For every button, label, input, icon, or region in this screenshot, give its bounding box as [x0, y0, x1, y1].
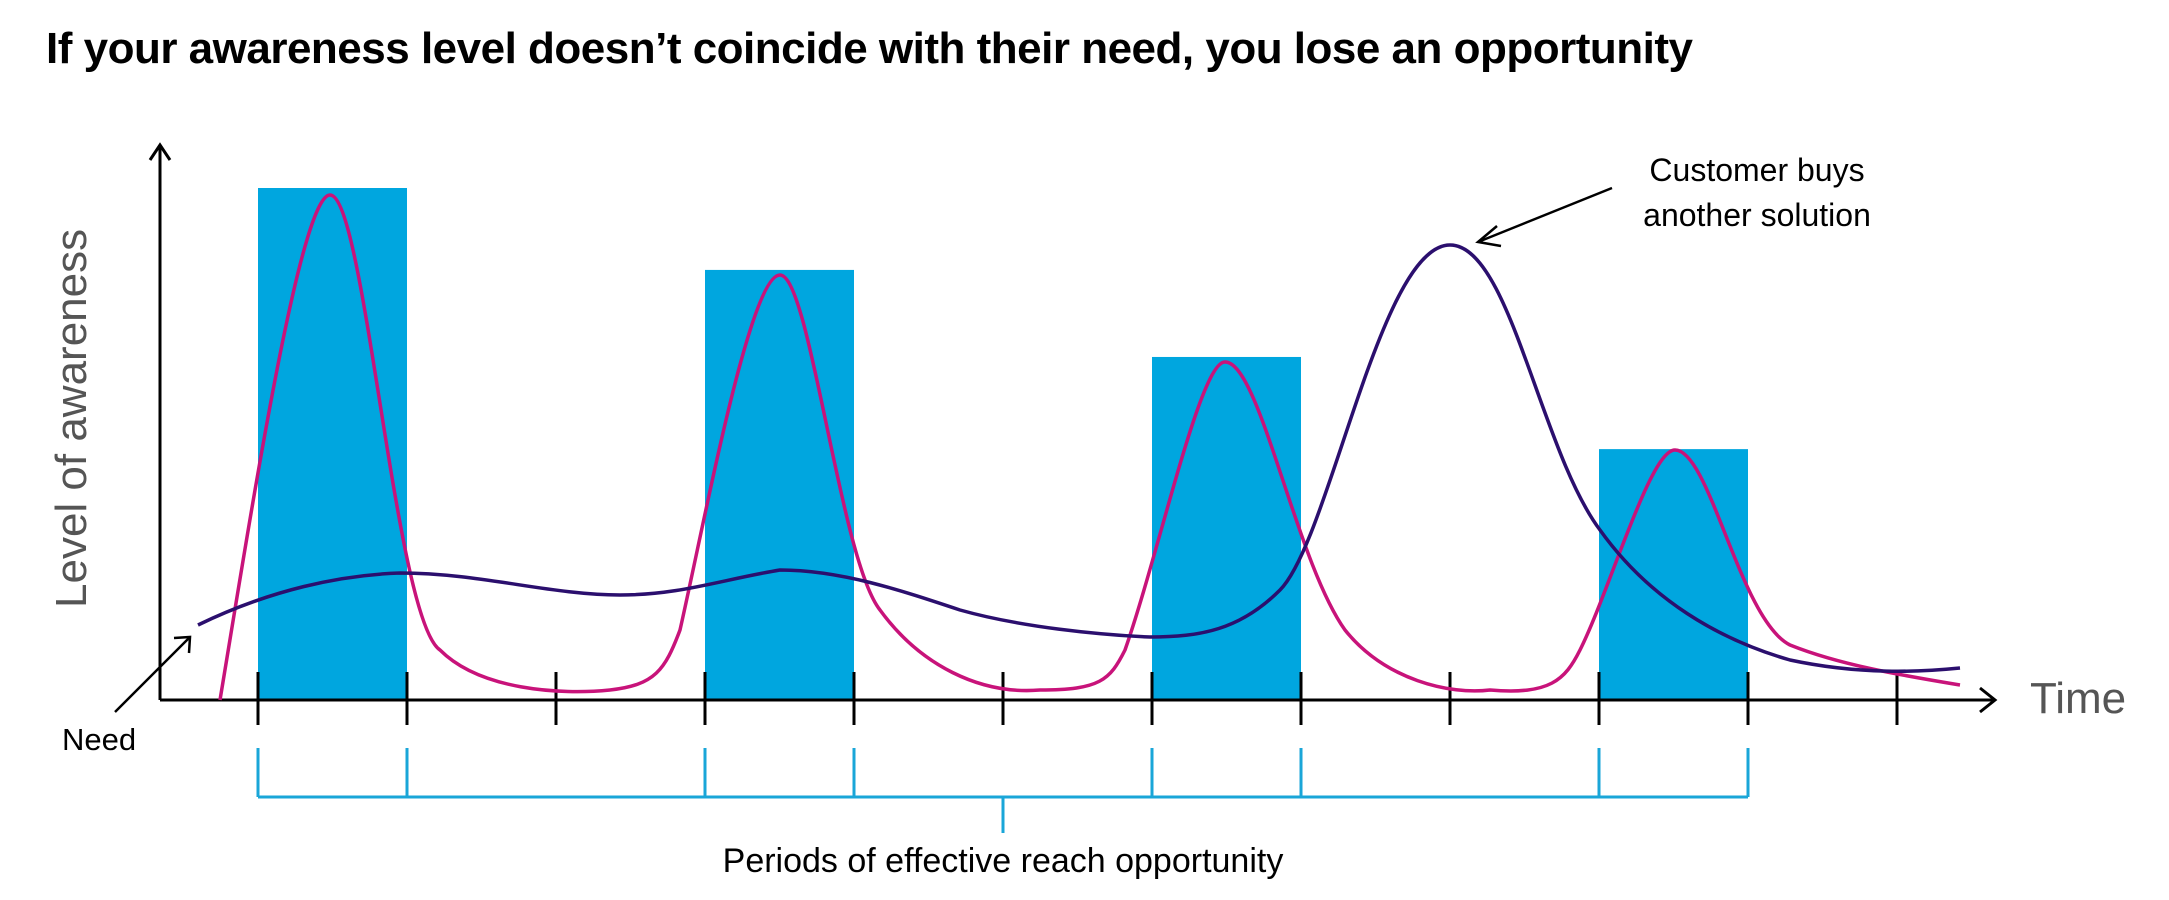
- customer-buys-arrow: [1475, 186, 1613, 248]
- awareness-bar-3: [1152, 356, 1301, 700]
- awareness-bars: [258, 188, 1748, 700]
- page-title: If your awareness level doesn’t coincide…: [46, 24, 1693, 73]
- reach-bracket: [256, 748, 1750, 833]
- annotation-line-2: another solution: [1643, 197, 1871, 233]
- need-arrow: [114, 635, 192, 713]
- axes: [148, 142, 1998, 714]
- need-curve: [197, 243, 1961, 674]
- bracket-label: Periods of effective reach opportunity: [723, 842, 1284, 880]
- awareness-bar-4: [1599, 449, 1748, 700]
- awareness-bar-2: [705, 269, 854, 700]
- awareness-curve: [218, 193, 1961, 701]
- x-axis-ticks: [256, 672, 1899, 725]
- y-axis-arrow: [148, 142, 172, 161]
- annotation-line-1: Customer buys: [1649, 152, 1864, 188]
- x-axis-arrow: [1979, 686, 1998, 714]
- x-axis-label: Time: [2030, 674, 2126, 723]
- y-axis-label: Level of awareness: [47, 229, 96, 608]
- need-label: Need: [62, 722, 136, 757]
- awareness-bar-1: [258, 188, 407, 700]
